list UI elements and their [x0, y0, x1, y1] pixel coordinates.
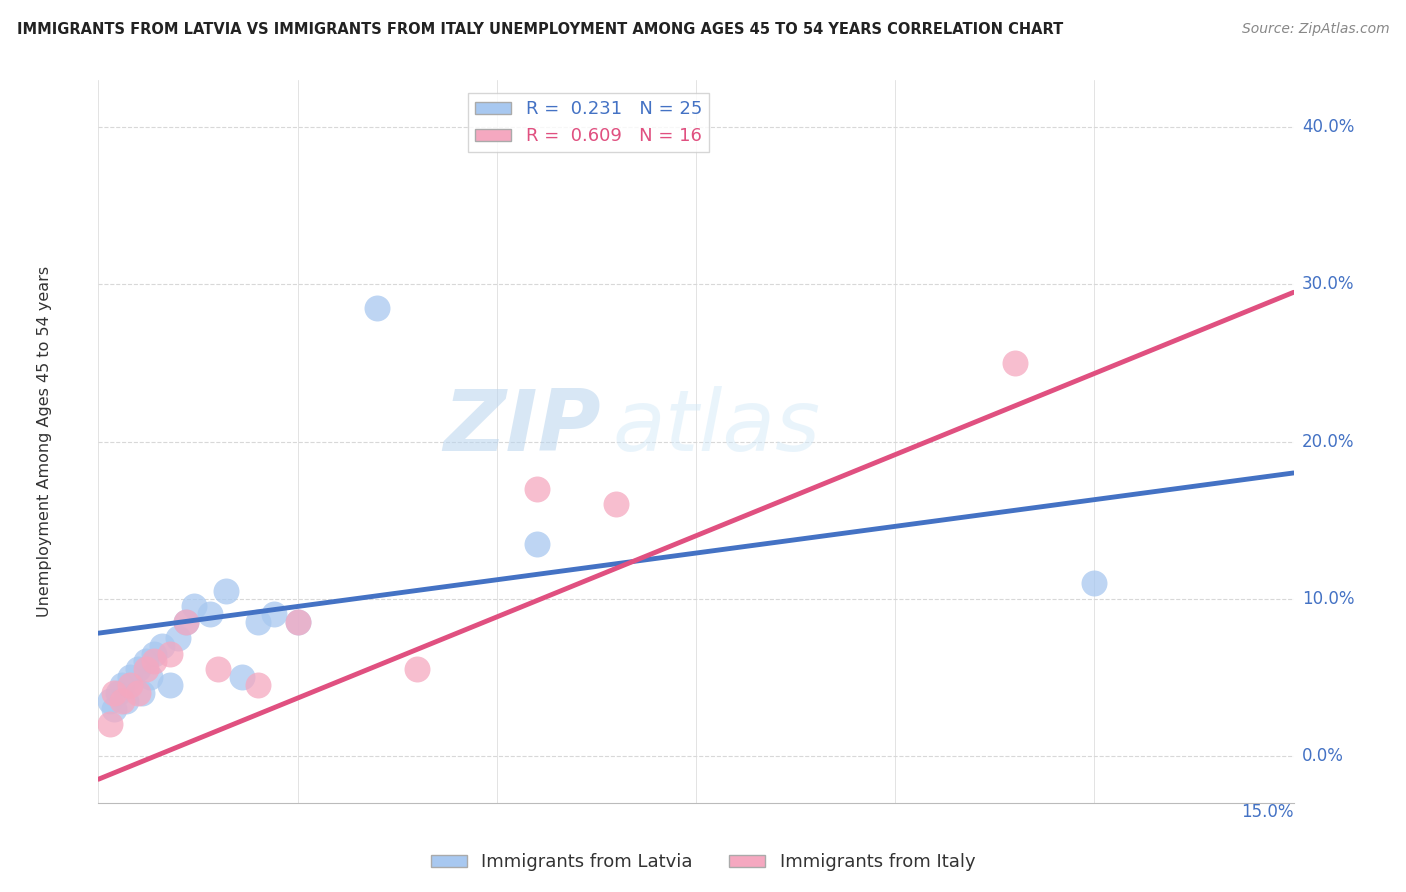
Point	[287, 615, 309, 630]
Point	[183, 599, 205, 614]
Point	[111, 678, 134, 692]
Point	[231, 670, 253, 684]
Text: ZIP: ZIP	[443, 385, 600, 468]
Point	[111, 694, 134, 708]
Legend: R =  0.231   N = 25, R =  0.609   N = 16: R = 0.231 N = 25, R = 0.609 N = 16	[468, 93, 709, 153]
Text: Source: ZipAtlas.com: Source: ZipAtlas.com	[1241, 22, 1389, 37]
Point	[246, 678, 269, 692]
Point	[198, 607, 221, 622]
Text: 40.0%: 40.0%	[1302, 119, 1354, 136]
Text: 30.0%: 30.0%	[1302, 276, 1354, 293]
Text: atlas: atlas	[613, 385, 820, 468]
Point	[120, 678, 142, 692]
Text: IMMIGRANTS FROM LATVIA VS IMMIGRANTS FROM ITALY UNEMPLOYMENT AMONG AGES 45 TO 54: IMMIGRANTS FROM LATVIA VS IMMIGRANTS FRO…	[17, 22, 1063, 37]
Point	[406, 662, 429, 676]
Point	[150, 639, 173, 653]
Point	[159, 647, 181, 661]
Point	[135, 655, 157, 669]
Point	[107, 686, 129, 700]
Point	[139, 670, 162, 684]
Point	[143, 655, 166, 669]
Point	[1004, 356, 1026, 370]
Point	[526, 482, 548, 496]
Point	[115, 694, 138, 708]
Point	[159, 678, 181, 692]
Text: Unemployment Among Ages 45 to 54 years: Unemployment Among Ages 45 to 54 years	[37, 266, 52, 617]
Legend: Immigrants from Latvia, Immigrants from Italy: Immigrants from Latvia, Immigrants from …	[423, 847, 983, 879]
Point	[246, 615, 269, 630]
Point	[135, 662, 157, 676]
Point	[215, 583, 238, 598]
Point	[605, 497, 627, 511]
Point	[207, 662, 229, 676]
Text: 10.0%: 10.0%	[1302, 590, 1354, 607]
Point	[174, 615, 197, 630]
Point	[127, 662, 149, 676]
Point	[1083, 575, 1105, 590]
Point	[174, 615, 197, 630]
Point	[131, 686, 153, 700]
Point	[287, 615, 309, 630]
Text: 15.0%: 15.0%	[1241, 803, 1294, 821]
Point	[526, 536, 548, 550]
Point	[143, 647, 166, 661]
Point	[98, 694, 122, 708]
Text: 0.0%: 0.0%	[1302, 747, 1344, 764]
Point	[98, 717, 122, 731]
Text: 20.0%: 20.0%	[1302, 433, 1354, 450]
Point	[120, 670, 142, 684]
Point	[366, 301, 388, 315]
Point	[103, 686, 125, 700]
Point	[103, 701, 125, 715]
Point	[167, 631, 190, 645]
Point	[263, 607, 285, 622]
Point	[127, 686, 149, 700]
